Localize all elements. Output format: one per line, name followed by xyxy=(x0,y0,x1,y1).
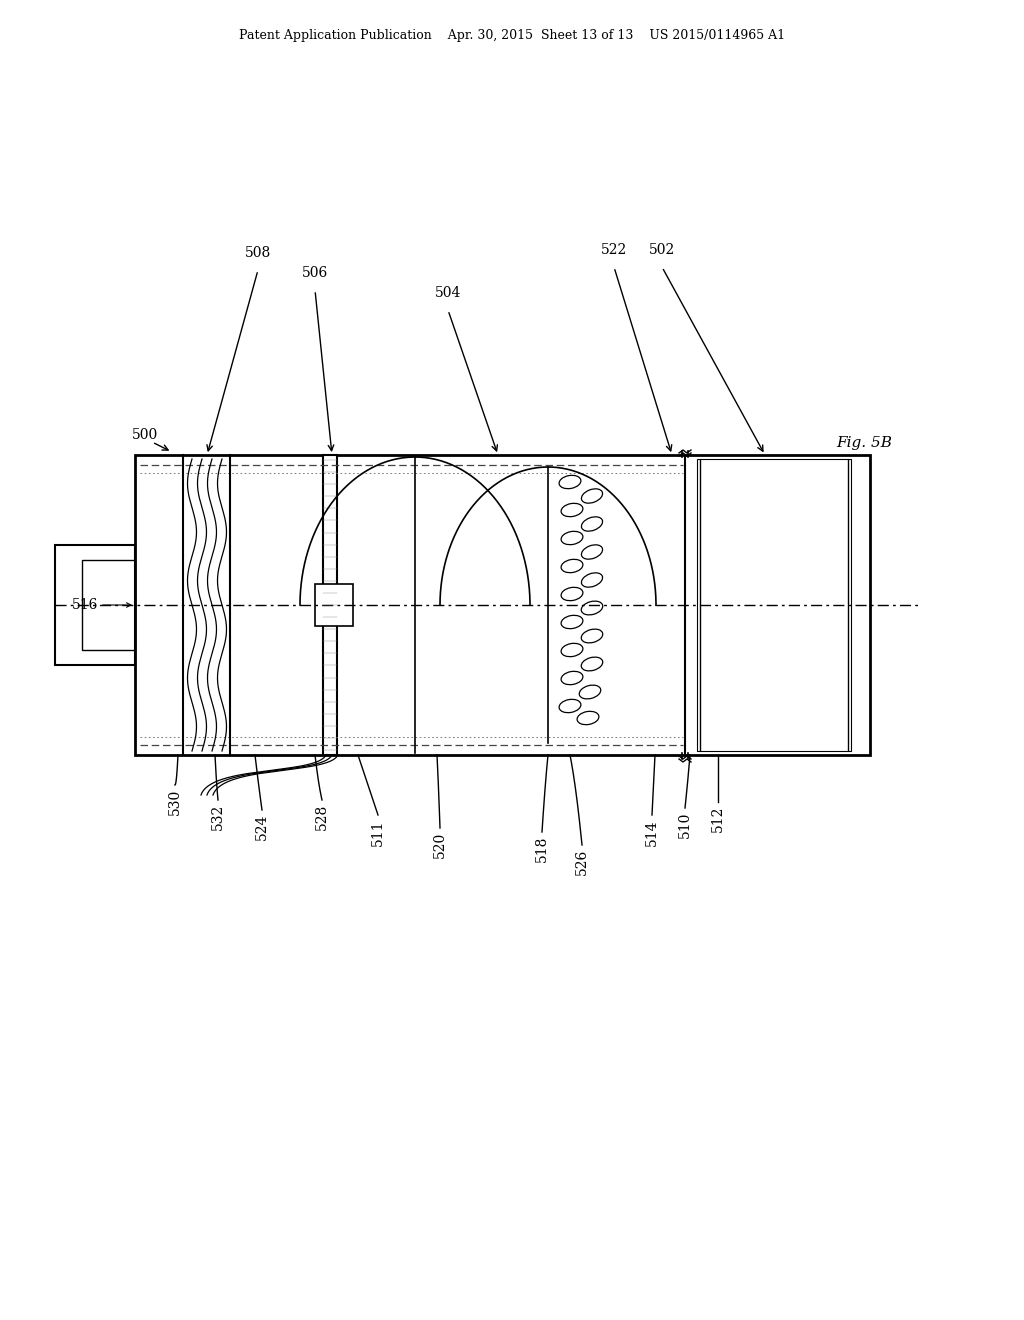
Text: 524: 524 xyxy=(255,814,269,841)
Text: 514: 514 xyxy=(645,818,659,846)
Text: Fig. 5B: Fig. 5B xyxy=(836,436,892,450)
Bar xyxy=(55,545,135,665)
Text: Patent Application Publication    Apr. 30, 2015  Sheet 13 of 13    US 2015/01149: Patent Application Publication Apr. 30, … xyxy=(239,29,785,41)
Text: 510: 510 xyxy=(678,812,692,838)
Text: 502: 502 xyxy=(649,243,675,257)
Bar xyxy=(135,455,870,755)
Bar xyxy=(323,455,337,755)
Text: 508: 508 xyxy=(245,246,271,260)
Text: 520: 520 xyxy=(433,832,447,858)
Text: 532: 532 xyxy=(211,804,225,830)
Text: 511: 511 xyxy=(371,818,385,846)
Bar xyxy=(315,583,353,626)
Text: 506: 506 xyxy=(302,267,328,280)
Text: 516: 516 xyxy=(72,598,98,612)
Text: 528: 528 xyxy=(315,804,329,830)
Text: 500: 500 xyxy=(132,428,158,442)
Text: 530: 530 xyxy=(168,789,182,816)
Text: 522: 522 xyxy=(601,243,627,257)
Text: 512: 512 xyxy=(711,807,725,833)
Bar xyxy=(82,560,135,649)
Text: 504: 504 xyxy=(435,286,461,300)
Text: 526: 526 xyxy=(575,849,589,875)
Bar xyxy=(697,459,851,751)
Text: 518: 518 xyxy=(535,836,549,862)
